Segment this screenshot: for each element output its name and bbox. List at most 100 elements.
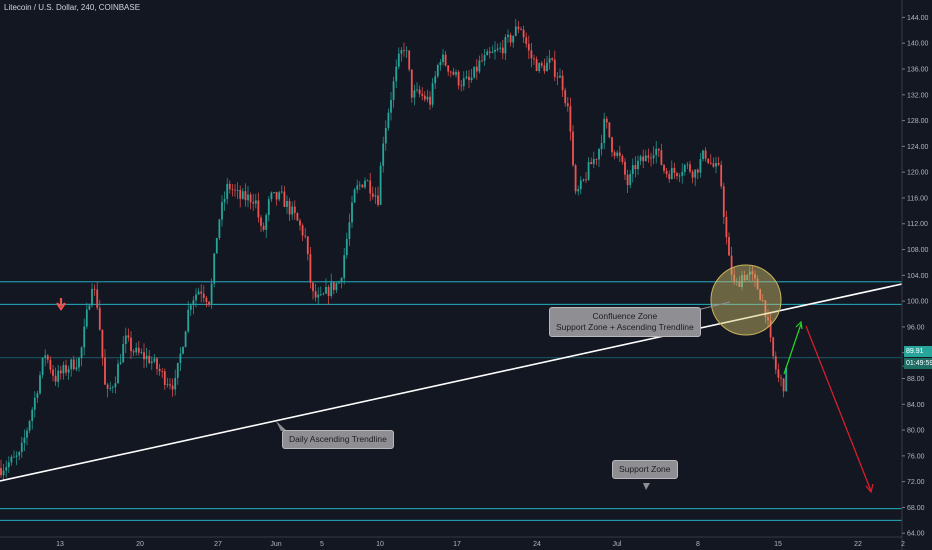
candle [189,303,192,316]
candle-body [210,283,213,305]
candle-body [569,106,572,132]
candle-body [600,143,603,150]
candle-body [13,456,15,458]
price-axis[interactable]: 144.00 140.00 136.00 132.00 128.00 124.00 120.… [901,0,929,550]
candle [137,341,140,356]
candle-body [543,65,546,72]
candle [161,367,164,379]
candle-body [317,294,320,298]
candle-body [722,186,725,217]
candle-body [460,85,463,87]
candle [592,151,595,169]
candle-body [702,150,704,160]
candle-body [564,90,567,104]
candle [681,163,684,184]
candle [556,72,559,86]
candle-body [408,50,411,70]
candle [546,55,548,72]
candle [109,381,112,392]
candle-body [267,199,270,216]
candle-body [75,367,78,370]
candle [483,48,486,67]
candle [436,63,439,79]
candle-body [291,206,294,215]
candle [135,342,138,356]
candle-body [486,51,489,56]
candle [774,351,777,375]
candle [179,347,182,372]
candle-body [759,289,762,301]
candle-body [507,34,509,38]
candle-body [200,291,203,294]
candle-body [288,200,291,215]
candle [31,407,34,430]
candle [647,148,650,163]
candle [642,149,645,169]
candle [540,61,543,68]
down-arrow-marker [56,298,66,311]
candle [187,301,190,334]
candle [148,349,151,365]
candle-body [221,202,223,220]
confluence-zone-label: Confluence Zone Support Zone + Ascending… [549,307,701,337]
candle-body [104,357,106,385]
candle [49,356,52,374]
candle [413,84,416,106]
candle [36,390,39,403]
candle [397,47,400,70]
candle-body [169,384,171,386]
candle [18,450,21,461]
candle-body [689,164,691,172]
candle [70,358,73,377]
candle-body [176,362,179,378]
candle [278,190,281,202]
candle [111,385,114,393]
candle-body [119,362,122,364]
candle-body [296,213,299,221]
x-tick-label: 13 [56,541,64,548]
candle [416,82,418,93]
time-axis[interactable]: 13 20 27 Jun 5 10 17 24 Jul 8 15 22 2 [0,536,905,548]
candle-body [148,355,151,364]
candle [769,313,772,343]
candle [33,391,36,418]
candle-body [577,189,580,192]
candle-body [59,370,62,374]
candle [733,267,736,285]
candle-body [717,163,720,165]
x-tick-label: Jul [613,541,622,548]
candle-body [301,225,304,236]
candle [213,252,216,288]
candle-body [709,162,712,164]
candle-body [741,275,743,287]
candle [332,281,335,295]
candle [39,371,41,396]
candle-body [145,355,148,360]
candle [377,186,379,207]
candle [509,32,512,47]
candle [293,200,296,220]
candle-body [634,165,637,170]
candle-body [2,470,5,476]
candle [434,71,437,90]
candle-body [239,189,242,199]
candle-body [174,377,177,390]
candle-body [483,55,486,61]
candle [551,57,554,62]
candle [639,154,642,166]
candle [382,136,385,173]
candle-body [132,351,135,353]
candle [585,171,587,183]
x-tick-label: 5 [320,541,324,548]
candle [132,348,135,356]
candle-body [608,122,611,138]
candle [392,76,395,108]
y-tick-label: 128.00 [907,118,929,125]
candle-body [49,359,52,370]
candle [759,288,762,301]
candle [403,42,405,57]
candle [564,87,567,107]
candle-body [377,195,379,205]
candle-body [733,274,736,282]
